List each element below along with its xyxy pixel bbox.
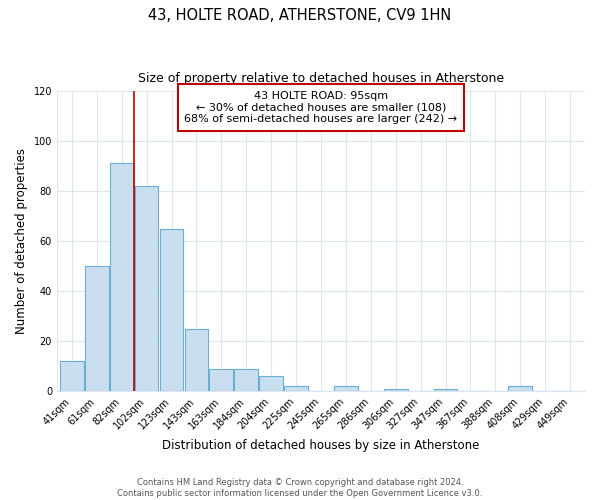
Bar <box>60 362 83 392</box>
Bar <box>209 369 233 392</box>
Bar <box>235 369 258 392</box>
Bar <box>508 386 532 392</box>
Text: Contains HM Land Registry data © Crown copyright and database right 2024.
Contai: Contains HM Land Registry data © Crown c… <box>118 478 482 498</box>
Bar <box>434 389 457 392</box>
Y-axis label: Number of detached properties: Number of detached properties <box>15 148 28 334</box>
Title: Size of property relative to detached houses in Atherstone: Size of property relative to detached ho… <box>138 72 504 86</box>
Bar <box>85 266 109 392</box>
Bar <box>284 386 308 392</box>
Bar <box>185 328 208 392</box>
Text: 43 HOLTE ROAD: 95sqm
← 30% of detached houses are smaller (108)
68% of semi-deta: 43 HOLTE ROAD: 95sqm ← 30% of detached h… <box>184 91 458 124</box>
Text: 43, HOLTE ROAD, ATHERSTONE, CV9 1HN: 43, HOLTE ROAD, ATHERSTONE, CV9 1HN <box>148 8 452 22</box>
Bar <box>110 164 134 392</box>
Bar <box>334 386 358 392</box>
Bar <box>160 228 184 392</box>
Bar <box>259 376 283 392</box>
Bar <box>135 186 158 392</box>
X-axis label: Distribution of detached houses by size in Atherstone: Distribution of detached houses by size … <box>162 440 479 452</box>
Bar <box>384 389 407 392</box>
